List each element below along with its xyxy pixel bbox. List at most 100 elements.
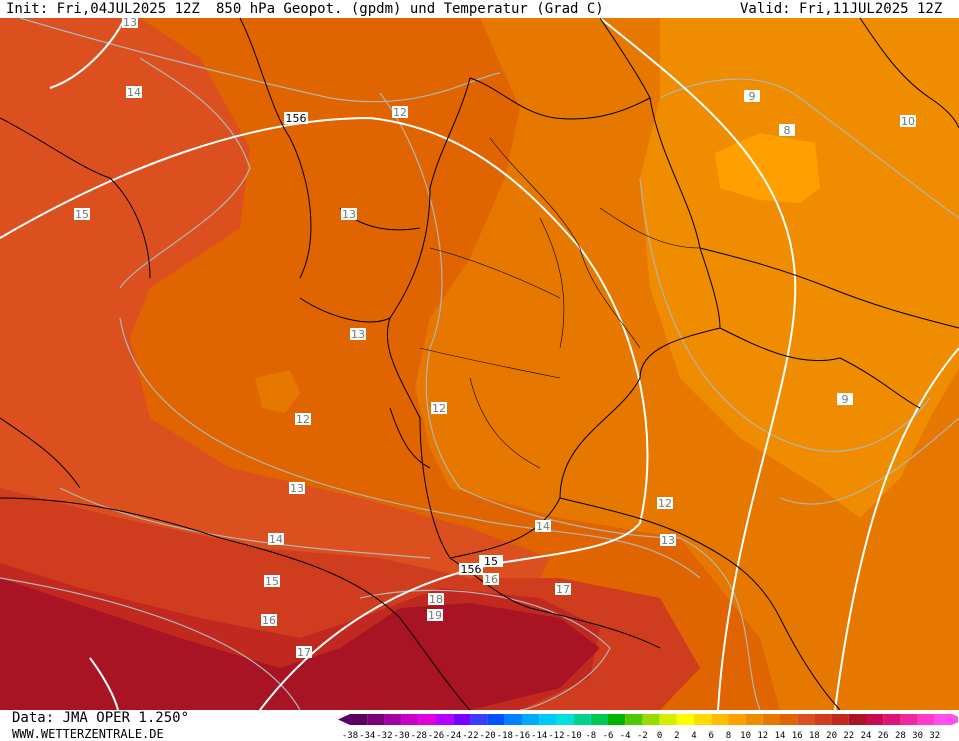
colorbar-tick-label: -2 [637,731,648,741]
colorbar-tick-label: 2 [674,731,679,741]
svg-text:13: 13 [351,328,365,341]
colorbar-tick-label: -20 [479,731,495,741]
colorbar-tick-label: 26 [878,731,889,741]
colorbar-swatch [436,714,454,725]
geopotential-label: 156 [284,112,308,125]
colorbar-swatch [883,714,901,725]
svg-text:156: 156 [286,112,307,125]
colorbar-tick-label: 30 [912,731,923,741]
colorbar-tick-label: -24 [445,731,461,741]
isotherm-label: 16 [261,614,277,627]
isotherm-label: 14 [268,533,284,546]
colorbar-swatch [728,714,746,725]
colorbar-tick-label: -6 [603,731,614,741]
colorbar-tick-label: -34 [359,731,375,741]
colorbar-swatch [487,714,505,725]
colorbar-swatch [814,714,832,725]
colorbar: -38 -34 -32 -30 -28 -26 -24 -22 -20 -18 -16 -14 -12-… [338,714,958,741]
svg-text:18: 18 [429,593,443,606]
isotherm-label: 9 [837,393,853,406]
isotherm-label: 13 [660,534,676,547]
map-header: Init: Fri,04JUL2025 12Z 850 hPa Geopot. … [0,0,959,18]
isotherm-label: 12 [392,106,408,119]
colorbar-tick-label: -16 [514,731,530,741]
svg-text:13: 13 [661,534,675,547]
data-source: Data: JMA OPER 1.250° [12,710,190,726]
svg-text:16: 16 [484,573,498,586]
colorbar-swatch [900,714,918,725]
colorbar-swatch [470,714,488,725]
colorbar-swatch [934,714,952,725]
colorbar-swatch [384,714,402,725]
colorbar-swatch [453,714,471,725]
colorbar-tick-label: 24 [861,731,872,741]
colorbar-swatch [762,714,780,725]
colorbar-tick-label: 16 [792,731,803,741]
svg-text:13: 13 [290,482,304,495]
isotherm-label: 13 [289,482,305,495]
isotherm-label: 13 [350,328,366,341]
colorbar-tick-label: -14 [531,731,547,741]
colorbar-tick-label: -12 [548,731,564,741]
colorbar-tick-label: 4 [691,731,696,741]
colorbar-tick-label: 0 [657,731,662,741]
weather-map: 1314151213131212899101314151617121413161… [0,18,959,710]
isotherm-label: 8 [779,124,795,137]
svg-text:15: 15 [484,555,498,568]
colorbar-swatch [539,714,557,725]
colorbar-swatch [694,714,712,725]
colorbar-swatch [556,714,574,725]
colorbar-tick-label: 32 [929,731,940,741]
colorbar-tick-label: 8 [726,731,731,741]
colorbar-tick-label: 10 [740,731,751,741]
colorbar-tick-label: -22 [462,731,478,741]
isotherm-label: 15 [264,575,280,588]
colorbar-tick-label: 28 [895,731,906,741]
geopotential-label: 15 [479,555,503,568]
colorbar-tick-label: 22 [843,731,854,741]
geopotential-label: 156 [459,563,483,576]
colorbar-swatch [350,714,368,725]
colorbar-tick-label: 20 [826,731,837,741]
svg-text:12: 12 [432,402,446,415]
colorbar-swatch [608,714,626,725]
temp-band-6-8 [715,133,820,203]
svg-text:17: 17 [556,583,570,596]
colorbar-swatch [780,714,798,725]
colorbar-arrow-left [338,714,350,725]
colorbar-swatch [418,714,436,725]
colorbar-swatch [573,714,591,725]
map-footer: Data: JMA OPER 1.250° WWW.WETTERZENTRALE… [0,710,959,741]
svg-text:9: 9 [749,90,756,103]
svg-text:13: 13 [342,208,356,221]
isotherm-label: 13 [341,208,357,221]
colorbar-tick-label: 18 [809,731,820,741]
colorbar-tick-label: -18 [497,731,513,741]
colorbar-swatch [590,714,608,725]
svg-text:12: 12 [296,413,310,426]
isotherm-label: 12 [431,402,447,415]
svg-text:9: 9 [842,393,849,406]
country-borders [0,18,959,710]
colorbar-swatch [797,714,815,725]
isotherm-label: 15 [74,208,90,221]
colorbar-arrow-right [952,714,958,725]
colorbar-swatch [401,714,419,725]
isotherm-label: 13 [122,18,138,29]
isotherms [0,18,959,710]
site-credit: WWW.WETTERZENTRALE.DE [12,727,164,741]
svg-text:15: 15 [265,575,279,588]
colorbar-swatch [848,714,866,725]
colorbar-tick-label: 12 [757,731,768,741]
colorbar-swatch [676,714,694,725]
colorbar-swatch [917,714,935,725]
colorbar-swatch [504,714,522,725]
colorbar-tick-label: -38 [342,731,358,741]
isotherm-label: 19 [427,609,443,622]
colorbar-tick-label: 14 [775,731,786,741]
isotherm-label: 14 [126,86,142,99]
valid-time: Valid: Fri,11JUL2025 12Z [740,1,943,17]
state-borders [419,137,701,469]
svg-text:12: 12 [658,497,672,510]
